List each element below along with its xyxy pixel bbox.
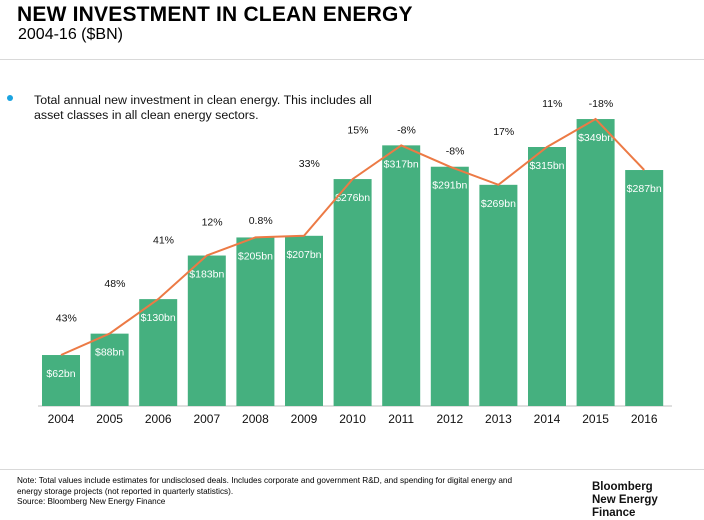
growth-rate-label: 11% bbox=[542, 98, 562, 110]
bar-2004 bbox=[42, 355, 80, 406]
x-tick-label: 2015 bbox=[582, 412, 609, 426]
chart-description: Total annual new investment in clean ene… bbox=[34, 93, 372, 122]
growth-rate-label: 12% bbox=[202, 216, 223, 228]
chart-title: NEW INVESTMENT IN CLEAN ENERGY bbox=[17, 3, 413, 26]
growth-rate-label: 15% bbox=[347, 124, 368, 136]
bar-2016 bbox=[625, 170, 664, 406]
bar-2013 bbox=[479, 184, 518, 406]
bar-value-label: $207bn bbox=[286, 249, 321, 261]
bar-value-label: $205bn bbox=[238, 250, 273, 262]
x-tick-label: 2016 bbox=[631, 412, 658, 426]
footer-divider bbox=[0, 469, 704, 470]
bar-2015 bbox=[576, 119, 615, 407]
growth-rate-label: 33% bbox=[299, 158, 320, 170]
bar-value-label: $183bn bbox=[189, 269, 224, 281]
bar-2006 bbox=[139, 299, 178, 406]
bar-value-label: $88bn bbox=[95, 347, 124, 359]
x-tick-label: 2006 bbox=[145, 412, 172, 426]
growth-rate-label: 48% bbox=[104, 278, 125, 290]
x-tick-label: 2010 bbox=[339, 412, 366, 426]
bar-2009 bbox=[285, 235, 323, 406]
bar-value-label: $62bn bbox=[46, 368, 75, 380]
bar-value-label: $276bn bbox=[335, 192, 370, 204]
growth-rate-label: -8% bbox=[397, 124, 416, 136]
bar-value-label: $269bn bbox=[481, 198, 516, 210]
bullet-icon bbox=[7, 95, 13, 101]
bar-value-label: $287bn bbox=[627, 183, 662, 195]
x-tick-label: 2005 bbox=[96, 412, 123, 426]
top-divider bbox=[0, 59, 704, 60]
bar-value-label: $130bn bbox=[141, 312, 176, 324]
x-tick-label: 2004 bbox=[48, 412, 75, 426]
x-tick-label: 2014 bbox=[534, 412, 561, 426]
bar-value-label: $317bn bbox=[384, 158, 419, 170]
growth-rate-label: 17% bbox=[493, 126, 514, 138]
brand-line-2: New Energy Finance bbox=[592, 494, 658, 519]
bar-value-label: $291bn bbox=[432, 180, 467, 192]
footnote: Note: Total values include estimates for… bbox=[17, 476, 537, 508]
brand-line-1: Bloomberg bbox=[592, 481, 653, 493]
growth-rate-label: -18% bbox=[589, 98, 614, 110]
x-tick-label: 2008 bbox=[242, 412, 269, 426]
chart-subtitle: 2004-16 ($BN) bbox=[18, 26, 123, 43]
growth-trend-line bbox=[60, 117, 645, 356]
footnote-text: Note: Total values include estimates for… bbox=[17, 476, 513, 496]
x-tick-label: 2009 bbox=[291, 412, 318, 426]
bar-2005 bbox=[90, 333, 129, 406]
growth-rate-label: 43% bbox=[56, 313, 77, 325]
bar-2007 bbox=[187, 255, 226, 406]
source-text: Source: Bloomberg New Energy Finance bbox=[17, 497, 166, 506]
bar-2014 bbox=[528, 147, 566, 406]
bar-value-label: $349bn bbox=[578, 132, 613, 144]
growth-rate-label: -8% bbox=[446, 146, 465, 158]
bar-2008 bbox=[236, 237, 275, 406]
x-tick-label: 2011 bbox=[388, 412, 414, 426]
brand-logo: Bloomberg New Energy Finance bbox=[592, 481, 704, 520]
bar-2011 bbox=[382, 145, 421, 406]
bar-value-label: $315bn bbox=[529, 160, 564, 172]
x-tick-label: 2012 bbox=[436, 412, 463, 426]
bar-2012 bbox=[430, 166, 469, 406]
bar-2010 bbox=[333, 179, 372, 406]
bar-chart: $62bn $88bn $130bn $183bn $205bn $207bn $276bn… bbox=[38, 98, 672, 426]
x-tick-label: 2007 bbox=[193, 412, 220, 426]
growth-rate-label: 0.8% bbox=[249, 215, 273, 227]
x-tick-label: 2013 bbox=[485, 412, 512, 426]
growth-rate-label: 41% bbox=[153, 235, 174, 247]
